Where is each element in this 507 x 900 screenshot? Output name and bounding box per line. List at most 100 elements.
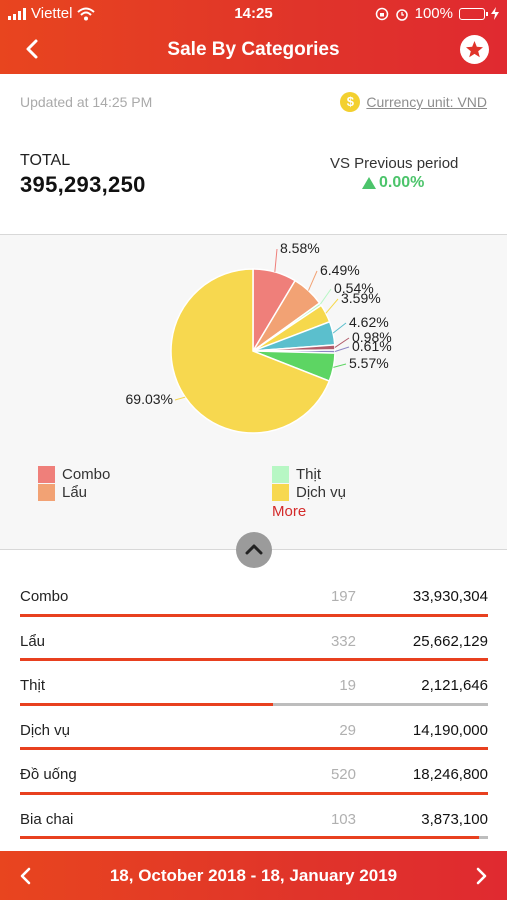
pie-label-leader [319,288,332,305]
category-qty: 103 [330,810,356,828]
category-row[interactable]: Bia chai 103 3,873,100 [20,797,488,842]
pie-chart: 8.58%6.49% 0.54%3.59% 4.62%0.98%0.61%5.57%… [126,240,392,434]
pie-label-leader [325,298,339,314]
legend-label: Dịch vụ [296,483,347,501]
pie-label-leader [333,363,347,368]
pie-slice-label: 0.61% [352,338,392,354]
category-amount: 33,930,304 [412,588,488,605]
progress-bar [20,658,488,661]
progress-track [20,658,488,661]
favorite-button[interactable] [460,35,489,64]
battery-percent: 100% [414,5,453,22]
category-amount: 2,121,646 [421,677,488,694]
pie-label-leader [334,337,350,348]
legend-col-2: Thịt Dịch vụ More [272,465,346,520]
pie-label-leader [308,270,318,291]
progress-track [20,836,488,839]
category-amount: 25,662,129 [412,632,488,650]
carrier-name: Viettel [31,5,73,22]
progress-track [20,613,488,617]
total-value: 395,293,250 [20,172,146,197]
previous-period-button[interactable] [16,865,36,887]
pie-slice-label: 6.49% [320,262,360,278]
pie-slice-label: 4.62% [349,314,389,330]
category-row[interactable]: Đồ uống 520 18,246,800 [20,752,488,797]
chart-panel: 8.58% 6.49% 0.54% 3.59% 4.62% 0.98% 0.61% 5.57%… [0,234,507,550]
pie-label-leader [332,322,347,334]
date-range-bar: 18, October 2018 - 18, January 2019 [0,851,507,900]
category-name: Lẩu [20,632,46,650]
category-name: Combo [20,588,69,605]
category-name: Bia chai [20,810,74,828]
pie-slice-label: 3.59% [341,290,381,306]
legend-swatch [272,465,289,483]
pie-slice-label: 0.98% [352,329,392,345]
battery-icon [459,7,488,20]
date-range[interactable]: 18, October 2018 - 18, January 2019 [109,866,398,885]
progress-bar [20,702,273,706]
progress-bar [20,613,488,617]
category-qty: 29 [339,721,356,739]
legend-col-1: Combo Lẩu [38,465,110,501]
legend-label: Combo [62,465,111,483]
coin-icon: $ [340,92,361,112]
charging-icon [491,7,499,20]
status-right: 100% [375,5,499,22]
category-row[interactable]: Dịch vụ 29 14,190,000 [20,708,488,753]
progress-track [20,791,488,795]
category-qty: 520 [330,766,356,783]
pie-label-leader [334,346,350,353]
currency-unit-label: Currency unit: VND [366,94,487,110]
category-amount: 18,246,800 [412,766,488,783]
legend-swatch [38,483,55,501]
category-qty: 19 [339,677,356,694]
legend-swatch [272,483,289,501]
total-label: TOTAL [20,152,71,169]
rotation-lock-icon [375,7,388,20]
vs-previous-percent: 0.00% [379,174,425,191]
legend-label: Thịt [296,465,322,483]
page-title: Sale By Categories [167,39,340,60]
chevron-up-icon [245,544,263,555]
status-bar: Viettel 14:25 100% [0,0,507,28]
category-name: Thịt [20,677,46,694]
category-list: Combo 197 33,930,304 Lẩu 332 25,662,129 … [20,574,488,841]
currency-unit-link[interactable]: $ Currency unit: VND [340,92,487,112]
progress-bar [20,791,488,795]
category-qty: 197 [330,588,356,605]
progress-bar [20,747,488,750]
legend-swatch [38,465,55,483]
category-name: Dịch vụ [20,721,71,739]
pie-label-leader [174,396,186,401]
category-amount: 3,873,100 [421,810,488,828]
legend-item: Thịt [272,465,346,483]
category-row[interactable]: Lẩu 332 25,662,129 [20,619,488,664]
status-time: 14:25 [234,5,273,22]
legend-more-link[interactable]: More [272,503,307,520]
legend-item: Lẩu [38,483,110,501]
progress-bar [20,836,479,839]
vs-previous-label: VS Previous period [330,155,459,172]
category-qty: 332 [330,632,356,650]
pie-slice-label: 8.58% [280,240,320,256]
updated-time: Updated at 14:25 PM [20,94,153,110]
wifi-icon [77,7,96,20]
legend-item: Dịch vụ [272,483,346,501]
pie-slice-label: 5.57% [349,355,389,371]
category-amount: 14,190,000 [412,721,488,739]
pie-slice-label: 0.54% [334,280,374,296]
next-period-button[interactable] [471,865,491,887]
category-row[interactable]: Thịt 19 2,121,646 [20,663,488,708]
category-name: Đồ uống [20,766,77,783]
signal-icon [8,7,26,20]
vs-previous-value: 0.00% [362,174,424,192]
app-header: Viettel 14:25 100% Sale [0,0,507,74]
collapse-button[interactable] [236,532,272,568]
pie-label-leader [274,248,278,273]
category-row[interactable]: Combo 197 33,930,304 [20,574,488,619]
alarm-icon [395,8,408,21]
star-icon [466,41,483,58]
back-button[interactable] [20,36,46,62]
progress-track [20,747,488,750]
arrow-up-icon [362,177,376,189]
